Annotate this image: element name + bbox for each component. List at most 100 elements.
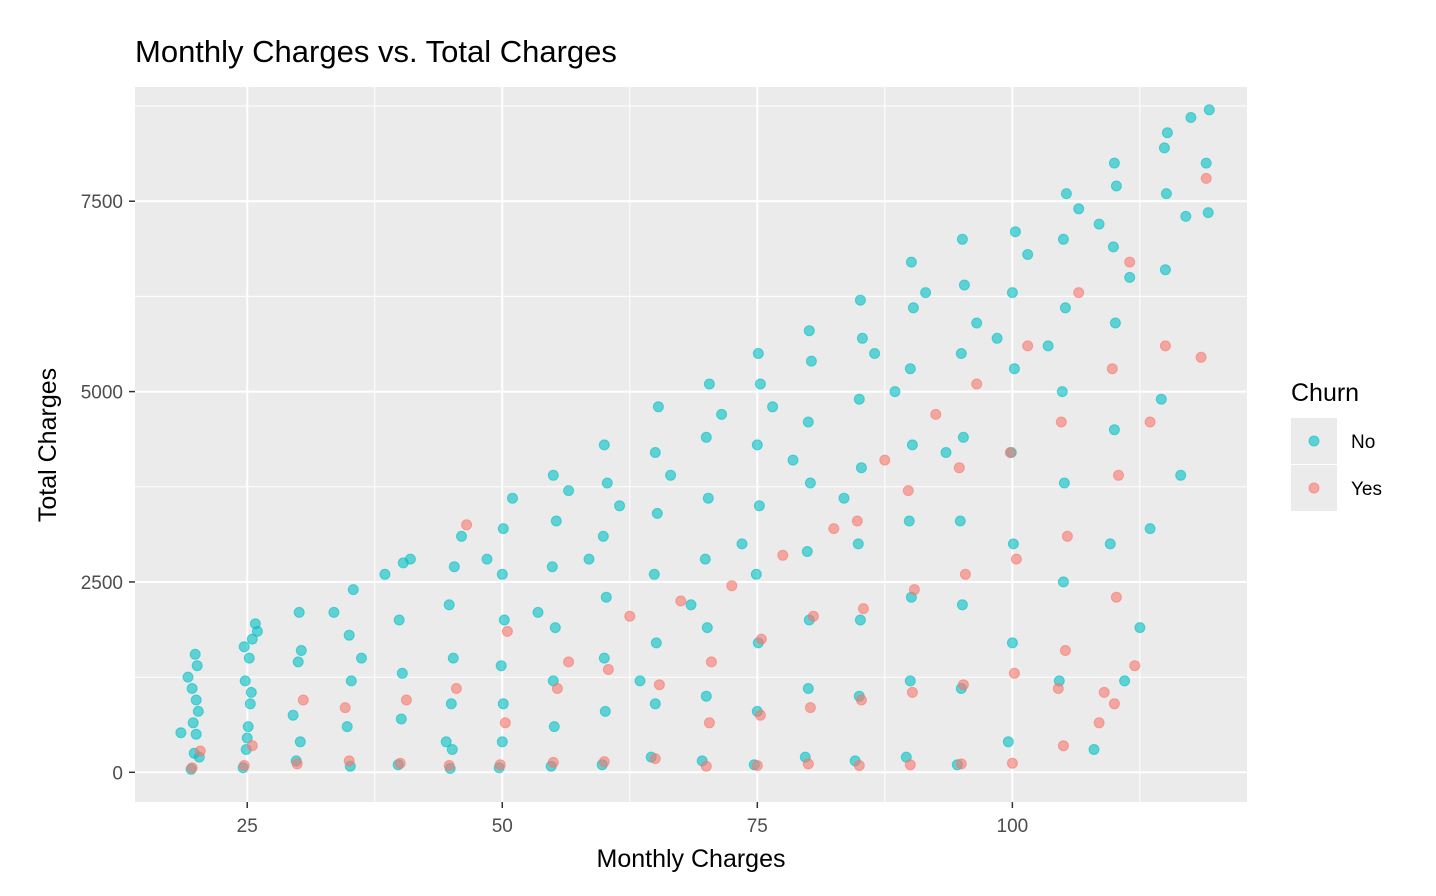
legend: Churn No Yes [1291, 379, 1382, 511]
data-point-yes [828, 523, 840, 535]
data-point-yes [343, 755, 355, 767]
x-tick-label: 75 [747, 816, 768, 837]
data-point-no [186, 683, 198, 694]
data-point-no [456, 530, 467, 542]
data-point-yes [853, 760, 865, 771]
data-point-no [767, 401, 779, 413]
data-point-yes [807, 610, 819, 622]
data-point-no [869, 348, 881, 359]
data-point-no [294, 736, 306, 748]
data-point-no [497, 523, 509, 535]
data-point-no [1160, 188, 1172, 200]
data-point-no [175, 727, 187, 739]
legend-label-yes: Yes [1351, 479, 1382, 500]
data-point-yes [857, 603, 869, 615]
chart-title: Monthly Charges vs. Total Charges [135, 34, 617, 69]
data-point-no [192, 705, 204, 717]
data-point-no [1059, 302, 1071, 314]
data-point-yes [1129, 660, 1141, 672]
data-point-no [187, 717, 199, 729]
data-point-no [404, 553, 416, 565]
data-point-yes [700, 760, 712, 772]
data-point-no [940, 447, 952, 458]
data-point-yes [1061, 530, 1073, 542]
data-point-no [547, 469, 559, 481]
data-point-yes [906, 686, 918, 698]
data-point-yes [955, 758, 967, 770]
data-point-no [906, 439, 918, 451]
data-point-yes [238, 760, 250, 771]
data-point-yes [1110, 591, 1122, 603]
data-point-no [805, 355, 817, 367]
data-point-no [801, 546, 813, 557]
data-point-no [702, 492, 714, 504]
data-point-no [598, 652, 610, 664]
y-tick-label: 2500 [81, 573, 123, 594]
data-point-no [920, 287, 932, 299]
data-point-no [1006, 637, 1018, 649]
data-point-no [1002, 736, 1014, 748]
data-point-no [1134, 622, 1146, 634]
data-point-yes [777, 549, 789, 561]
data-point-no [648, 568, 660, 580]
data-point-no [971, 317, 983, 329]
data-point-no [507, 492, 518, 504]
data-point-yes [953, 462, 965, 474]
data-point-yes [754, 709, 766, 721]
data-point-no [855, 462, 867, 474]
data-point-yes [653, 679, 665, 691]
data-point-no [685, 599, 697, 611]
data-point-yes [246, 740, 258, 752]
data-point-yes [804, 702, 816, 714]
data-point-no [598, 439, 610, 451]
data-point-no [905, 256, 917, 268]
data-point-yes [400, 694, 412, 706]
x-axis-ticks: 25 50 75 100 [237, 802, 1028, 837]
data-point-no [1008, 363, 1020, 375]
data-point-no [854, 294, 866, 306]
data-point-no [804, 477, 816, 489]
data-point-no [1159, 264, 1171, 276]
data-point-no [447, 652, 459, 664]
data-point-no [1119, 675, 1131, 687]
data-point-no [190, 728, 202, 740]
data-point-no [601, 477, 613, 489]
legend-title: Churn [1291, 379, 1359, 407]
data-point-no [328, 606, 340, 618]
data-point-no [1175, 469, 1187, 481]
data-point-no [446, 744, 458, 755]
data-point-yes [1052, 683, 1064, 694]
data-point-no [956, 599, 968, 611]
data-point-no [700, 690, 712, 702]
data-point-no [445, 698, 457, 710]
data-point-no [1202, 207, 1214, 219]
data-point-yes [1055, 416, 1067, 428]
data-point-yes [1004, 447, 1016, 458]
data-point-no [1185, 112, 1197, 123]
data-point-yes [563, 656, 575, 668]
data-point-yes [1010, 553, 1022, 565]
data-point-yes [1059, 645, 1071, 656]
data-point-no [904, 363, 916, 375]
data-point-no [1088, 744, 1100, 755]
data-point-no [1107, 241, 1119, 253]
data-point-no [395, 713, 407, 725]
data-point-no [716, 408, 728, 420]
y-tick-label: 0 [112, 763, 123, 784]
data-point-yes [461, 519, 473, 531]
data-point-yes [879, 454, 891, 466]
data-point-yes [1093, 717, 1105, 729]
data-point-yes [959, 568, 971, 580]
data-point-yes [598, 756, 610, 768]
data-point-no [904, 675, 916, 687]
x-tick-label: 25 [237, 816, 258, 837]
data-point-no [356, 652, 367, 664]
data-point-no [903, 515, 915, 527]
data-point-no [341, 721, 353, 733]
data-point-no [700, 431, 712, 443]
data-point-no [838, 492, 850, 504]
data-point-yes [1106, 363, 1118, 375]
data-point-yes [908, 584, 920, 596]
y-tick-label: 7500 [81, 192, 123, 213]
